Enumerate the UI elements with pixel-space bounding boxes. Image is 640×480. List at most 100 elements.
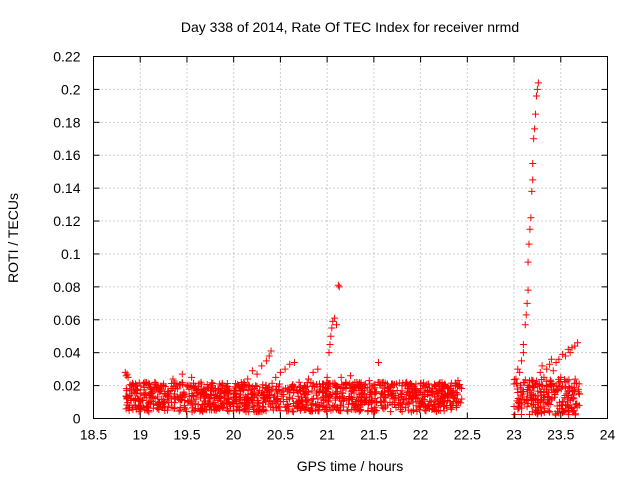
band-point: [575, 380, 583, 388]
band-point: [133, 381, 141, 389]
data-point: [253, 370, 261, 378]
data-point: [332, 321, 340, 329]
band-point: [194, 400, 202, 408]
band-point: [447, 405, 455, 413]
data-point: [331, 314, 339, 322]
band-point: [425, 404, 433, 412]
band-point: [137, 382, 145, 390]
band-point: [573, 403, 581, 411]
band-point: [359, 400, 367, 408]
band-point: [127, 387, 135, 395]
data-point: [318, 380, 326, 388]
band-point: [449, 401, 457, 409]
band-point: [245, 404, 253, 412]
band-point: [241, 380, 249, 388]
x-tick-label: 20.5: [267, 427, 294, 443]
band-point: [160, 404, 168, 412]
band-point: [142, 380, 150, 388]
band-point: [353, 405, 361, 413]
data-point: [549, 367, 557, 375]
data-point: [164, 393, 172, 401]
band-point: [543, 393, 551, 401]
band-point: [187, 396, 195, 404]
band-point: [371, 380, 379, 388]
band-point: [307, 401, 315, 409]
band-point: [139, 397, 147, 405]
band-point: [237, 378, 245, 386]
data-point: [230, 393, 238, 401]
band-point: [159, 395, 167, 403]
data-point: [529, 159, 537, 167]
band-point: [338, 393, 346, 401]
y-tick-label: 0.08: [53, 279, 80, 295]
data-point: [512, 375, 520, 383]
band-point: [199, 404, 207, 412]
data-point: [225, 385, 233, 393]
band-point: [338, 397, 346, 405]
x-axis-title: GPS time / hours: [297, 458, 404, 474]
band-point: [308, 387, 316, 395]
data-point: [239, 387, 247, 395]
data-point: [132, 385, 140, 393]
data-point: [127, 395, 135, 403]
band-point: [122, 385, 130, 393]
band-point: [288, 395, 296, 403]
data-point: [342, 378, 350, 386]
data-point: [454, 377, 462, 385]
data-point: [265, 352, 273, 360]
data-point: [258, 362, 266, 370]
band-point: [569, 395, 577, 403]
band-point: [278, 392, 286, 400]
band-point: [518, 404, 526, 412]
band-point: [561, 401, 569, 409]
data-point: [456, 383, 464, 391]
band-point: [370, 405, 378, 413]
data-point: [365, 377, 373, 385]
band-point: [189, 391, 197, 399]
data-point: [519, 340, 527, 348]
band-point: [283, 402, 291, 410]
data-point: [389, 380, 397, 388]
band-point: [294, 392, 302, 400]
band-point: [255, 406, 263, 414]
data-point: [347, 372, 354, 380]
data-point: [531, 125, 539, 133]
band-point: [395, 401, 403, 409]
y-tick-label: 0.06: [53, 312, 80, 328]
band-point: [122, 392, 130, 400]
band-point: [448, 388, 456, 396]
band-point: [175, 407, 183, 415]
band-point: [534, 403, 542, 411]
data-point: [220, 388, 228, 396]
y-tick-label: 0.1: [61, 246, 81, 262]
data-point: [522, 311, 530, 319]
band-point: [560, 407, 568, 415]
band-point: [533, 410, 541, 418]
x-tick-label: 22: [413, 427, 429, 443]
band-point: [380, 393, 388, 401]
data-point: [529, 176, 537, 184]
band-point: [441, 394, 449, 402]
band-point: [346, 384, 354, 392]
band-point: [237, 391, 245, 399]
band-point: [231, 389, 239, 397]
data-point: [384, 383, 392, 391]
band-point: [272, 385, 280, 393]
band-point: [420, 396, 428, 404]
band-point: [312, 407, 320, 415]
data-point: [244, 375, 252, 383]
band-point: [213, 404, 221, 412]
data-point: [510, 380, 518, 388]
data-point: [169, 375, 177, 383]
x-tick-label: 20: [226, 427, 242, 443]
x-tick-label: 22.5: [454, 427, 481, 443]
y-tick-label: 0: [73, 411, 81, 427]
band-point: [307, 379, 315, 387]
data-point: [122, 372, 130, 380]
band-point: [252, 382, 260, 390]
band-point: [571, 411, 579, 419]
band-point: [165, 398, 173, 406]
band-point: [309, 400, 317, 408]
y-tick-label: 0.2: [61, 81, 81, 97]
data-point: [327, 332, 335, 340]
